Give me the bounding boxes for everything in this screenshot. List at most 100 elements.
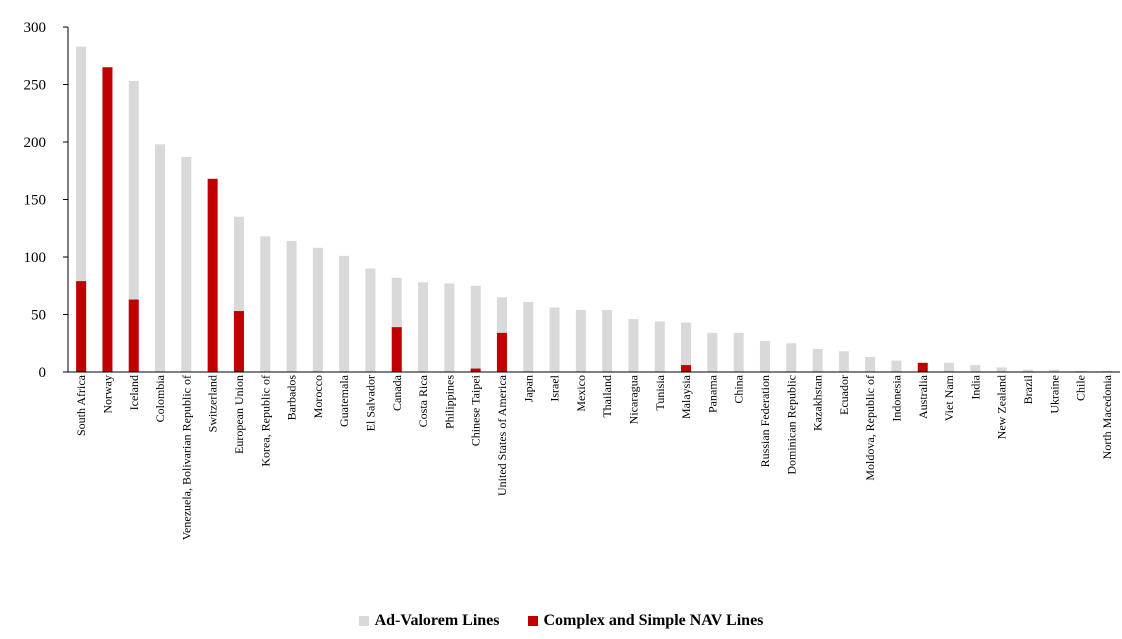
bar-nav: [207, 178, 218, 372]
x-tick-label: Chinese Taipei: [469, 374, 483, 446]
x-tick-label: Switzerland: [206, 375, 220, 432]
bar-ad-valorem: [155, 144, 166, 372]
legend-label-ad-valorem: Ad-Valorem Lines: [374, 612, 500, 629]
bar-ad-valorem: [549, 307, 560, 372]
bar-nav: [128, 299, 139, 372]
bar-ad-valorem: [575, 309, 586, 372]
bar-ad-valorem: [707, 332, 718, 372]
x-tick-label: Indonesia: [889, 374, 903, 421]
x-tick-label: China: [732, 374, 746, 403]
x-tick-label: Guatemala: [337, 374, 351, 427]
x-tick-label: Norway: [100, 375, 114, 414]
bar-ad-valorem: [838, 351, 849, 372]
bar-nav: [681, 365, 692, 372]
bar-nav: [102, 67, 113, 372]
legend-label-nav: Complex and Simple NAV Lines: [543, 612, 764, 629]
y-tick-label: 200: [24, 135, 47, 151]
y-tick-label: 50: [31, 308, 46, 324]
bar-ad-valorem: [812, 349, 823, 372]
bar-ad-valorem: [1049, 369, 1060, 372]
x-tick-label: North Macedonia: [1100, 374, 1114, 459]
bar-ad-valorem: [1022, 369, 1033, 372]
bar-ad-valorem: [602, 309, 613, 372]
x-tick-label: United States of America: [495, 374, 509, 496]
x-tick-label: Barbados: [285, 375, 299, 421]
bar-nav: [76, 281, 87, 372]
x-tick-label: Ecuador: [837, 375, 851, 415]
x-tick-label: Dominican Republic: [784, 375, 798, 475]
x-tick-label: Japan: [521, 375, 535, 402]
y-tick-label: 100: [24, 250, 47, 266]
x-tick-label: European Union: [232, 375, 246, 454]
bar-ad-valorem: [391, 277, 402, 372]
x-tick-label: Russian Federation: [758, 375, 772, 467]
bar-ad-valorem: [312, 247, 323, 372]
x-tick-label: Venezuela, Bolivarian Republic of: [179, 375, 193, 540]
x-tick-label: Viet Nam: [942, 374, 956, 421]
bar-ad-valorem: [944, 362, 955, 372]
x-tick-label: Iceland: [127, 375, 141, 410]
y-tick-label: 250: [24, 78, 47, 94]
x-tick-label: Colombia: [153, 374, 167, 422]
bar-ad-valorem: [470, 285, 481, 372]
bar-ad-valorem: [733, 332, 744, 372]
x-tick-label: Nicaragua: [626, 374, 640, 424]
bar-ad-valorem: [654, 321, 665, 372]
y-tick-label: 300: [24, 20, 47, 36]
bar-ad-valorem: [786, 343, 797, 372]
bar-nav: [391, 327, 402, 372]
x-tick-label: Philippines: [442, 375, 456, 429]
legend-item-ad-valorem: Ad-Valorem Lines: [358, 612, 500, 630]
bar-chart: 0 50 100 150 200 250 300 South Africa Norway Icel…: [24, 20, 1120, 540]
x-tick-label: Chile: [1074, 375, 1088, 401]
bar-ad-valorem: [339, 255, 350, 372]
x-tick-label: Canada: [390, 374, 404, 411]
x-tick-label: Brazil: [1021, 374, 1035, 404]
x-tick-label: South Africa: [74, 374, 88, 436]
bar-ad-valorem: [628, 319, 639, 372]
x-tick-label: Mexico: [574, 375, 588, 412]
bar-ad-valorem: [418, 282, 429, 372]
x-tick-label: Moldova, Republic of: [863, 375, 877, 481]
bar-ad-valorem: [365, 268, 376, 372]
bar-ad-valorem: [128, 81, 139, 373]
bar-ad-valorem: [286, 240, 297, 372]
legend-swatch-ad-valorem: [358, 616, 369, 626]
bar-ad-valorem: [1101, 370, 1112, 372]
bar-ad-valorem: [181, 156, 192, 372]
bar-nav: [233, 311, 244, 372]
x-tick-label: Panama: [705, 374, 719, 413]
x-tick-label: Ukraine: [1047, 375, 1061, 414]
bar-nav: [470, 368, 481, 372]
bar-ad-valorem: [1075, 370, 1086, 372]
x-tick-label: New Zealand: [995, 375, 1009, 439]
bar-ad-valorem: [76, 46, 87, 373]
bar-ad-valorem: [260, 236, 271, 372]
y-tick-label: 150: [24, 193, 47, 209]
x-tick-label: Thailand: [600, 375, 614, 418]
bar-ad-valorem: [681, 322, 692, 372]
x-tick-label: India: [968, 374, 982, 399]
bar-nav: [496, 332, 507, 372]
x-tick-label: Malaysia: [679, 374, 693, 419]
x-tick-label: Costa Rica: [416, 374, 430, 427]
bar-ad-valorem: [759, 340, 770, 372]
bar-ad-valorem: [444, 283, 455, 372]
legend-item-nav: Complex and Simple NAV Lines: [527, 612, 764, 630]
legend-swatch-nav: [527, 616, 538, 626]
bar-ad-valorem: [865, 357, 876, 372]
x-tick-label: Morocco: [311, 375, 325, 418]
legend: Ad-Valorem Lines Complex and Simple NAV …: [0, 612, 1122, 631]
x-tick-label: Australia: [916, 374, 930, 419]
x-tick-label: Korea, Republic of: [258, 375, 272, 467]
bar-ad-valorem: [970, 365, 981, 372]
bar-ad-valorem: [233, 216, 244, 372]
y-tick-label: 0: [39, 365, 47, 381]
bar-ad-valorem: [891, 360, 902, 372]
bar-nav: [917, 362, 928, 372]
x-tick-label: Israel: [548, 374, 562, 401]
x-tick-label: Tunisia: [653, 374, 667, 410]
x-tick-label: Kazakhstan: [811, 375, 825, 431]
bar-ad-valorem: [996, 367, 1007, 372]
x-tick-label: El Salvador: [363, 375, 377, 431]
